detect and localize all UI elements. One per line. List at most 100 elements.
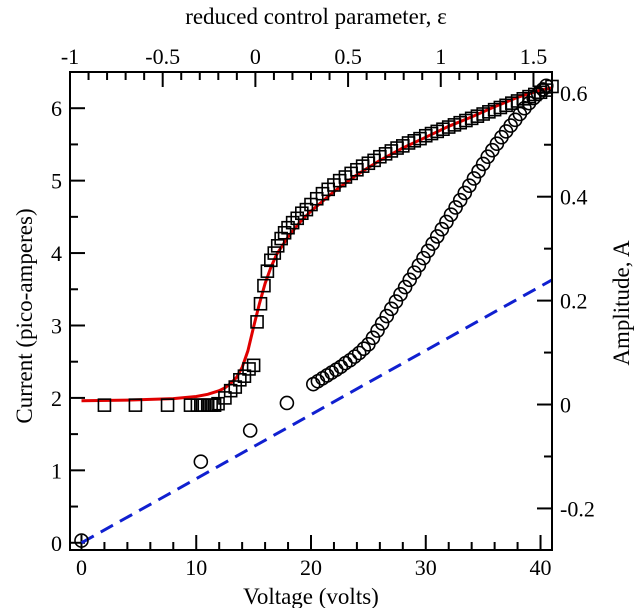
right-tick-label: -0.2	[560, 496, 595, 521]
amplitude-circle-marker	[411, 258, 427, 273]
amplitude-circle-marker	[517, 100, 532, 116]
amplitude-circle-marker	[324, 365, 339, 380]
y-tick-label: 0	[51, 531, 62, 556]
current-square-marker	[97, 398, 112, 412]
y-tick-label: 1	[51, 458, 62, 483]
plot-frame	[69, 71, 553, 551]
amplitude-circle-marker	[475, 156, 491, 172]
current-square-marker	[253, 296, 268, 311]
amplitude-circle-marker	[452, 192, 468, 208]
current-square-marker	[285, 215, 300, 230]
current-square-marker	[267, 246, 282, 260]
current-square-marker	[257, 278, 271, 293]
current-square-marker	[128, 398, 143, 412]
amplitude-circle-marker	[310, 373, 326, 389]
y-tick-label: 2	[51, 386, 62, 411]
amplitude-circle-marker	[416, 250, 431, 266]
right-axis-title: Amplitude, A	[609, 240, 634, 366]
current-square-marker	[299, 202, 314, 217]
right-tick-label: 0.4	[560, 185, 588, 210]
amplitude-circle-marker	[347, 349, 362, 364]
x-tick-label: 10	[185, 555, 207, 580]
amplitude-circle-marker	[193, 454, 209, 469]
y-tick-label: 5	[51, 169, 62, 194]
current-fit-line	[81, 86, 552, 403]
amplitude-circle-marker	[319, 368, 335, 383]
amplitude-circle-marker	[379, 308, 395, 324]
amplitude-circle-marker	[406, 265, 422, 280]
current-square-marker	[295, 206, 309, 221]
amplitude-circle-marker	[365, 330, 381, 346]
amplitude-circle-marker	[420, 243, 436, 259]
amplitude-circle-marker	[315, 371, 330, 386]
amplitude-circle-marker	[462, 178, 477, 194]
top-tick-label: 0	[250, 44, 261, 69]
current-square-marker	[223, 383, 238, 398]
axes-layer: 0 10 20 30 40 -1 -0.5 0 0.5 1 1.5 0 1 2 3 4 5 6 -0.2 0 0.2 0.…	[51, 44, 595, 580]
top-tick-label: -1	[61, 44, 79, 69]
x-tick-label: 0	[76, 555, 87, 580]
amplitude-circle-marker	[242, 423, 258, 438]
amplitude-circle-marker	[351, 345, 367, 361]
current-square-marker	[233, 373, 247, 387]
current-square-marker	[260, 264, 275, 278]
amplitude-circle-marker	[535, 82, 551, 97]
amplitude-circle-marker	[328, 362, 344, 377]
amplitude-circle-marker	[457, 185, 473, 201]
amplitude-circle-marker	[448, 200, 463, 215]
right-tick-label: 0.6	[560, 81, 588, 106]
amplitude-circle-marker	[434, 221, 450, 237]
y-axis-title: Current (pico-amperes)	[12, 208, 37, 423]
current-square-marker	[281, 220, 295, 235]
x-tick-label: 40	[530, 555, 552, 580]
amplitude-circle-marker	[388, 294, 404, 309]
top-axis-title: reduced control parameter, ε	[185, 4, 447, 29]
current-square-marker	[290, 211, 305, 226]
amplitude-circle-marker	[374, 316, 390, 331]
amplitude-circle-marker	[429, 229, 445, 244]
amplitude-circle-marker	[402, 272, 417, 288]
amplitude-circle-marker	[279, 395, 295, 411]
current-square-marker	[264, 253, 278, 268]
amplitude-circle-marker	[356, 341, 372, 356]
top-tick-label: -0.5	[145, 44, 180, 69]
current-square-marker	[277, 225, 292, 240]
lines-layer	[80, 86, 552, 545]
current-square-marker	[160, 398, 175, 412]
amplitude-circle-marker	[74, 533, 89, 548]
right-tick-label: 0.2	[560, 289, 588, 314]
amplitude-circle-marker	[530, 86, 546, 102]
y-tick-label: 6	[51, 96, 62, 121]
amplitude-circle-marker	[521, 95, 537, 111]
current-square-marker	[246, 358, 261, 373]
amplitude-circle-marker	[305, 376, 321, 392]
amplitude-circle-marker	[393, 287, 408, 302]
current-square-marker	[270, 239, 285, 253]
right-tick-label: 0	[560, 393, 571, 418]
amplitude-circle-marker	[471, 163, 486, 179]
linear-fit-dashed-line	[80, 278, 552, 545]
amplitude-circle-marker	[466, 171, 482, 186]
current-square-marker	[228, 380, 243, 394]
current-square-marker	[237, 369, 252, 383]
x-axis-title: Voltage (volts)	[243, 584, 379, 608]
x-tick-label: 30	[415, 555, 437, 580]
current-square-marker	[207, 398, 222, 412]
current-square-marker	[183, 398, 198, 412]
amplitude-circle-marker	[439, 214, 454, 230]
amplitude-circle-marker	[342, 352, 358, 368]
top-tick-label: 0.5	[334, 44, 362, 69]
current-square-marker	[242, 362, 256, 376]
top-tick-label: 1.5	[520, 44, 548, 69]
top-tick-label: 1	[435, 44, 446, 69]
amplitude-circle-marker	[425, 236, 440, 251]
amplitude-circle-marker	[370, 323, 385, 338]
current-square-marker	[250, 315, 264, 329]
amplitude-circle-marker	[397, 279, 413, 295]
amplitude-circle-marker	[384, 301, 399, 317]
y-tick-label: 4	[51, 241, 62, 266]
amplitude-circle-marker	[526, 90, 541, 106]
markers-layer	[74, 78, 559, 548]
y-tick-label: 3	[51, 313, 62, 338]
